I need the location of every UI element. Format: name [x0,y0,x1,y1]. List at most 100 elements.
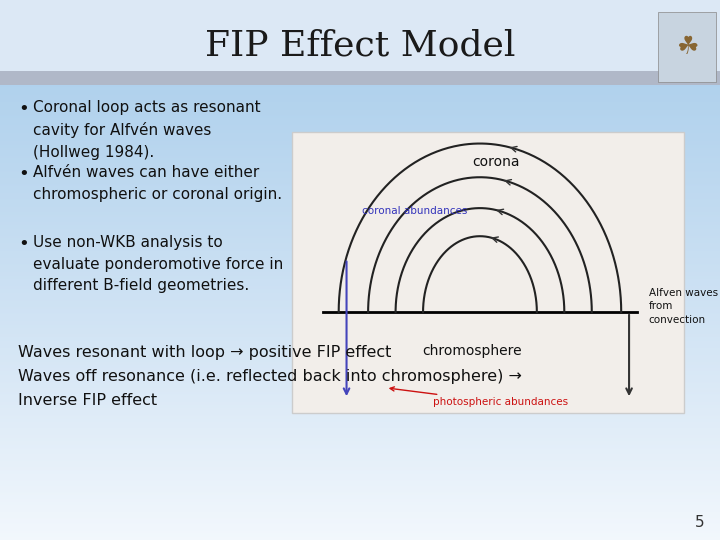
Bar [0,402,720,403]
Bar [0,296,720,297]
Bar [0,448,720,449]
Bar [0,160,720,161]
Bar [0,52,720,53]
Bar [0,155,720,156]
Bar [0,517,720,518]
Bar [0,375,720,376]
Bar [0,162,720,163]
Bar [0,467,720,468]
Bar [0,170,720,171]
Bar [0,381,720,382]
Bar [0,67,720,68]
Bar [0,445,720,446]
Bar [0,244,720,245]
Bar [0,414,720,415]
Bar [0,47,720,48]
Bar [0,186,720,187]
Bar [0,538,720,539]
Bar [0,282,720,283]
Bar [0,315,720,316]
Bar [0,239,720,240]
Bar [0,238,720,239]
Text: •: • [18,235,29,253]
Bar [0,247,720,248]
Bar [0,179,720,180]
Bar [0,508,720,509]
Bar [0,478,720,479]
Bar [0,3,720,4]
Bar [0,406,720,407]
Bar [0,475,720,476]
Bar [0,357,720,358]
Bar [0,101,720,102]
Bar [0,412,720,413]
Bar [0,338,720,339]
Bar [0,516,720,517]
Bar [0,48,720,49]
Bar [0,134,720,135]
Bar [0,494,720,495]
Bar [0,127,720,128]
Bar [0,472,720,473]
Text: •: • [18,165,29,183]
Bar [0,71,720,85]
Bar [0,416,720,417]
Bar [0,290,720,291]
Bar [0,95,720,96]
Bar [0,60,720,61]
Bar [0,44,720,45]
Bar [0,272,720,273]
Bar [0,322,720,323]
Bar [0,92,720,93]
Bar [0,8,720,9]
Bar [0,234,720,235]
Bar [0,100,720,101]
Bar [0,519,720,520]
Bar [0,166,720,167]
Text: Coronal loop acts as resonant
cavity for Alfvén waves
(Hollweg 1984).: Coronal loop acts as resonant cavity for… [33,100,261,160]
Bar [0,490,720,491]
Bar [0,420,720,421]
Bar [0,292,720,293]
Bar [0,371,720,372]
Bar [0,13,720,14]
Bar [0,309,720,310]
Bar [0,452,720,453]
Bar [0,379,720,380]
Bar [0,210,720,211]
Bar [0,279,720,280]
Bar [0,91,720,92]
Bar [0,146,720,147]
Bar [0,83,720,84]
Bar [0,405,720,406]
Bar [0,502,720,503]
Text: •: • [18,100,29,118]
Bar [0,295,720,296]
Bar [0,498,720,499]
Bar [0,465,720,466]
Bar [0,353,720,354]
Bar [0,233,720,234]
Bar [0,394,720,395]
Bar [0,158,720,159]
Bar [0,126,720,127]
Bar [0,525,720,526]
Text: corona: corona [472,155,519,169]
Bar [0,174,720,175]
Bar [0,84,720,85]
Bar [0,187,720,188]
Bar [0,6,720,7]
Bar [0,277,720,278]
Bar [0,479,720,480]
Bar [0,344,720,345]
Bar [0,36,720,37]
Bar [0,458,720,459]
Bar [0,474,720,475]
Bar [0,356,720,357]
Bar [0,171,720,172]
Bar [0,481,720,482]
Bar [0,342,720,343]
Bar [0,377,720,378]
Bar [0,125,720,126]
Bar [0,208,720,209]
